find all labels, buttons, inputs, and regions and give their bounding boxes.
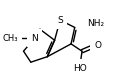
Text: N: N [31,34,38,43]
Text: HO: HO [73,64,87,73]
Text: O: O [95,41,102,50]
Text: S: S [57,16,63,25]
Text: CH₃: CH₃ [3,34,18,43]
Text: NH₂: NH₂ [87,19,105,28]
